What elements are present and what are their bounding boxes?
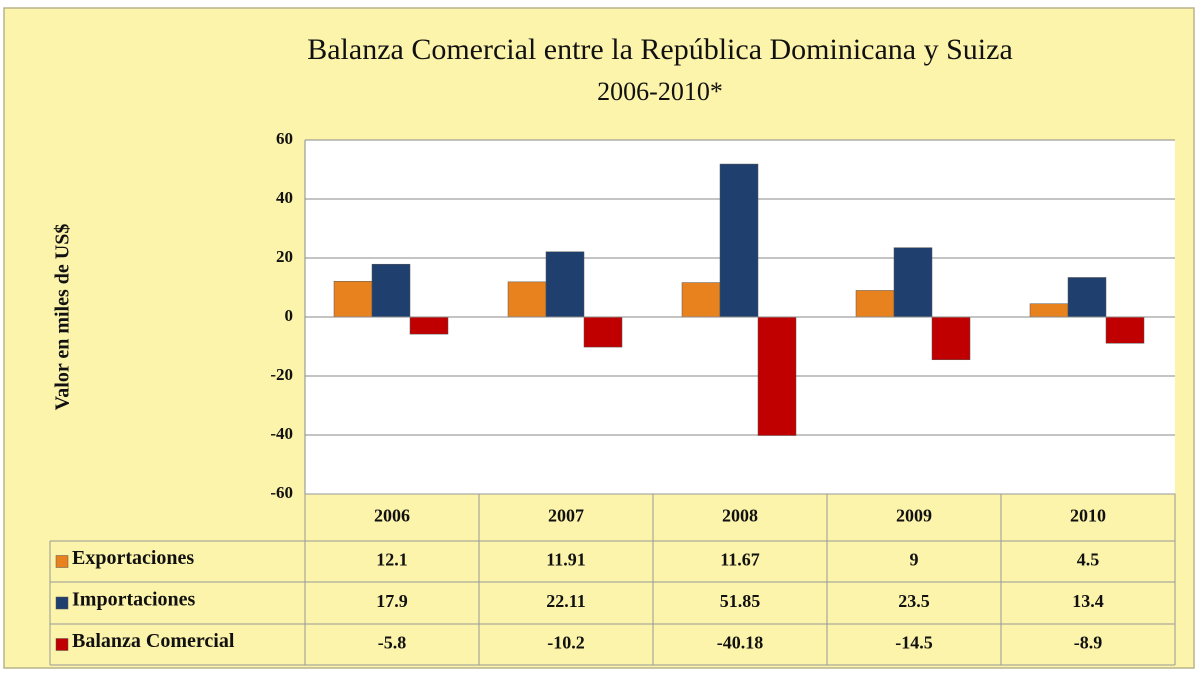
table-value: 11.67 [720,550,760,570]
table-value: -8.9 [1074,633,1103,653]
y-tick-label: 20 [276,247,293,266]
x-tick-label: 2010 [1070,506,1106,526]
bar [545,251,585,318]
bar [583,316,623,348]
legend-label: Importaciones [72,589,196,611]
y-tick-label: 60 [276,129,293,148]
bar [507,281,547,318]
legend-swatch [55,555,69,568]
bar [855,290,895,318]
x-tick-label: 2008 [722,506,758,526]
table-value: 12.1 [376,550,408,570]
table-value: 13.4 [1072,591,1104,611]
y-tick-label: 0 [285,306,294,325]
x-tick-label: 2007 [548,506,584,526]
bar [893,247,933,318]
bar [757,316,797,436]
bar [719,163,759,318]
y-axis-label: Valor en miles de US$ [52,224,74,411]
table-value: 51.85 [720,591,761,611]
x-tick-label: 2009 [896,506,932,526]
table-value: 22.11 [546,591,586,611]
bar [409,316,449,335]
chart-title: Balanza Comercial entre la República Dom… [307,33,1013,66]
bar [681,282,721,318]
table-value: -5.8 [378,633,407,653]
table-value: -10.2 [547,633,585,653]
bar [931,316,971,361]
table-value: 23.5 [898,591,930,611]
legend-swatch [55,596,69,610]
bar [333,281,373,318]
y-tick-label: 40 [276,188,293,207]
table-value: 4.5 [1077,550,1100,570]
table-value: 9 [910,550,919,570]
bar [1067,277,1107,318]
table-value: 17.9 [376,591,408,611]
legend-label: Exportaciones [72,547,194,569]
bar [1029,303,1069,318]
y-tick-label: -40 [270,424,293,443]
bar [1105,316,1145,344]
y-tick-label: -60 [270,483,293,502]
y-tick-label: -20 [270,365,293,384]
bar [371,263,411,318]
table-value: 11.91 [546,550,586,570]
legend-swatch [55,638,69,651]
table-value: -40.18 [717,633,764,653]
table-value: -14.5 [895,633,933,653]
table-background [304,493,1176,542]
x-tick-label: 2006 [374,506,410,526]
chart-subtitle: 2006-2010* [597,77,723,106]
legend-label: Balanza Comercial [72,630,235,652]
